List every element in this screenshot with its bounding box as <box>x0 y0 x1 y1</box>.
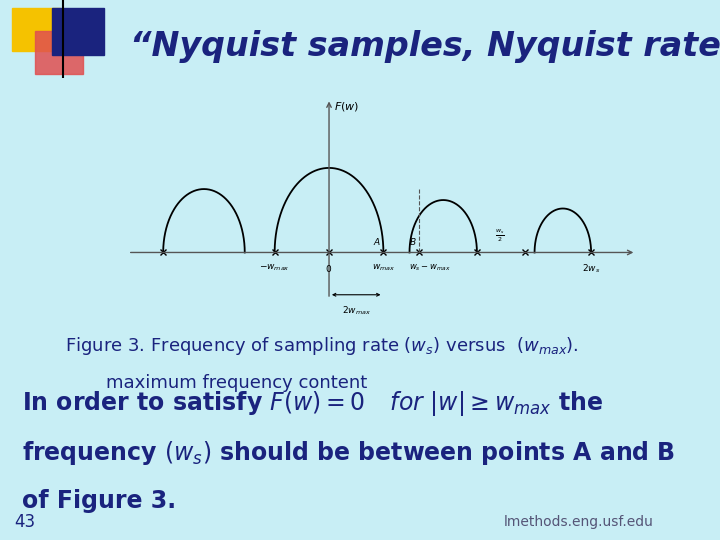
Text: Figure 3. Frequency of sampling rate $(w_s)$ versus  $(w_{max}).$: Figure 3. Frequency of sampling rate $(w… <box>65 335 579 357</box>
Text: $B$: $B$ <box>410 237 417 247</box>
Text: $\frac{w_s}{2}$: $\frac{w_s}{2}$ <box>495 228 505 244</box>
Text: of Figure 3.: of Figure 3. <box>22 489 176 512</box>
Bar <box>35 31 83 75</box>
Text: maximum frequency content: maximum frequency content <box>106 374 367 392</box>
Text: $-w_{max}$: $-w_{max}$ <box>259 262 290 273</box>
Text: $2w_s$: $2w_s$ <box>582 262 600 275</box>
Text: $w_{max}$: $w_{max}$ <box>372 262 395 273</box>
Bar <box>12 8 60 51</box>
Text: 43: 43 <box>14 514 35 531</box>
Text: $2w_{max}$: $2w_{max}$ <box>342 305 371 318</box>
Text: $w_s-w_{max}$: $w_s-w_{max}$ <box>408 262 451 273</box>
Text: $A$: $A$ <box>373 237 381 247</box>
Text: $0$: $0$ <box>325 262 333 274</box>
Bar <box>52 8 104 55</box>
Text: lmethods.eng.usf.edu: lmethods.eng.usf.edu <box>504 516 654 529</box>
Text: In order to satisfy $F(w)=0$   $for\ |w|\geq w_{max}$ the: In order to satisfy $F(w)=0$ $for\ |w|\g… <box>22 389 603 418</box>
Text: “Nyquist samples, Nyquist rate”: “Nyquist samples, Nyquist rate” <box>130 30 720 63</box>
Text: $F(w)$: $F(w)$ <box>335 100 360 113</box>
Text: frequency $(\mathit{w}_s)$ should be between points A and B: frequency $(\mathit{w}_s)$ should be bet… <box>22 438 675 467</box>
